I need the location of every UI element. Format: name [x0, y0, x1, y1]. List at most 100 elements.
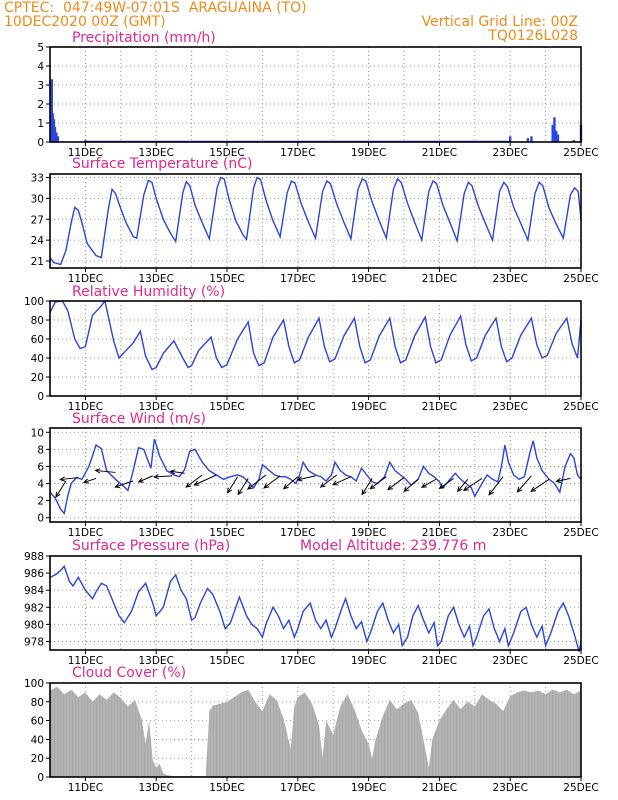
y-tick-label: 5 [37, 42, 44, 54]
wind-arrow-shaft [320, 474, 338, 488]
wind-arrow [237, 478, 249, 496]
precip-bar [551, 124, 554, 142]
x-tick-label: 13DEC [138, 401, 173, 413]
wind-arrow-shaft [556, 477, 571, 482]
wind-arrow-head [555, 477, 562, 484]
wind-arrow-head [420, 482, 427, 488]
pressure-frame [49, 555, 582, 651]
x-tick-label: 15DEC [209, 527, 244, 539]
temperature-series-line [49, 176, 582, 266]
x-tick-label: 11DEC [68, 782, 103, 794]
x-tick-label: 11DEC [68, 273, 103, 285]
cloud-title: Cloud Cover (%) [72, 665, 186, 681]
wind-arrow-shaft [297, 475, 316, 481]
precip-bar [509, 136, 512, 142]
wind-arrow-head [296, 476, 303, 482]
wind-arrow [387, 477, 405, 491]
wind-arrow-head [438, 483, 445, 490]
precip-bar [556, 134, 560, 142]
x-tick-label: 21DEC [422, 401, 457, 413]
wind-arrow-head [246, 484, 253, 490]
x-tick-label: 23DEC [492, 401, 527, 413]
precip-bar [53, 126, 57, 142]
y-tick-label: 80 [31, 315, 44, 327]
y-tick-label: 984 [24, 585, 44, 597]
wind-arrow-head [59, 476, 66, 482]
wind-arrow [420, 478, 437, 488]
x-tick-label: 17DEC [280, 655, 315, 667]
x-tick-label: 23DEC [492, 527, 527, 539]
x-tick-label: 11DEC [68, 147, 103, 159]
wind-arrow-head [488, 489, 494, 496]
wind-arrow-shaft [439, 478, 454, 489]
x-tick-label: 21DEC [422, 147, 457, 159]
temperature-frame [49, 173, 582, 269]
x-tick-label: 11DEC [68, 401, 103, 413]
y-tick-label: 10 [31, 427, 44, 439]
wind-arrow-shaft [194, 474, 217, 486]
wind-arrow [59, 476, 79, 482]
y-tick-label: 982 [24, 602, 44, 614]
x-tick-label: 23DEC [492, 147, 527, 159]
wind-arrow [185, 474, 203, 488]
x-tick-label: 19DEC [351, 401, 386, 413]
x-tick-label: 19DEC [351, 273, 386, 285]
cloud-frame [49, 682, 582, 778]
wind-arrow-head [82, 478, 90, 484]
wind-arrow [456, 478, 469, 493]
wind-arrow [369, 476, 387, 490]
y-tick-label: 978 [24, 636, 44, 648]
precip-bar [553, 117, 556, 142]
wind-arrow-shaft [530, 478, 550, 492]
y-tick-label: 0 [37, 137, 44, 149]
y-tick-label: 80 [31, 697, 44, 709]
wind-arrow-head [226, 487, 233, 494]
y-tick-label: 2 [37, 496, 44, 508]
precip-bar [50, 79, 53, 142]
wind-arrow [82, 477, 97, 484]
wind-arrow [296, 475, 316, 482]
x-tick-label: 17DEC [280, 273, 315, 285]
y-tick-label: 24 [31, 235, 45, 247]
precip-bar [56, 136, 59, 142]
wind-arrow-head [114, 483, 121, 489]
wind-arrow-shaft [369, 476, 387, 490]
wind-arrow-shaft [237, 478, 249, 495]
pressure-series-line [49, 564, 582, 652]
wind-arrow-head [94, 468, 101, 474]
wind-arrow [331, 476, 352, 486]
wind-arrow-shaft [517, 475, 532, 493]
wind-panel: 0 2 4 6 8 10 11DEC 13DEC 15DEC 17DEC 19DEC 21DEC 23D… [31, 411, 599, 539]
y-tick-label: 60 [31, 716, 44, 728]
wind-arrow [226, 476, 239, 494]
y-tick-label: 0 [37, 513, 44, 525]
wind-frame [49, 427, 582, 523]
humidity-series-line [49, 299, 582, 371]
wind-arrow-shaft [185, 474, 203, 488]
wind-arrow-head [361, 489, 367, 496]
x-tick-label: 23DEC [492, 782, 527, 794]
x-tick-label: 17DEC [280, 147, 315, 159]
x-tick-label: 15DEC [209, 273, 244, 285]
precip-bar [555, 130, 558, 142]
x-tick-label: 25DEC [563, 147, 598, 159]
x-tick-label: 21DEC [422, 655, 457, 667]
wind-arrow [516, 475, 532, 493]
x-tick-label: 11DEC [68, 655, 103, 667]
y-tick-label: 3 [37, 80, 44, 92]
wind-arrow [488, 476, 504, 496]
precip-bar [572, 140, 576, 142]
x-tick-label: 25DEC [563, 273, 598, 285]
y-tick-label: 21 [31, 256, 44, 268]
y-tick-label: 20 [31, 753, 44, 765]
model-altitude-label: Model Altitude: 239.776 m [300, 538, 486, 554]
y-tick-label: 20 [31, 372, 44, 384]
wind-arrow [361, 478, 373, 496]
x-tick-label: 13DEC [138, 273, 173, 285]
y-tick-label: 986 [24, 568, 44, 580]
wind-arrow [530, 478, 550, 492]
precip-bar [530, 136, 533, 142]
wind-arrow-shaft [283, 476, 299, 490]
wind-arrow-shaft [170, 470, 185, 474]
wind-arrow [319, 474, 338, 488]
